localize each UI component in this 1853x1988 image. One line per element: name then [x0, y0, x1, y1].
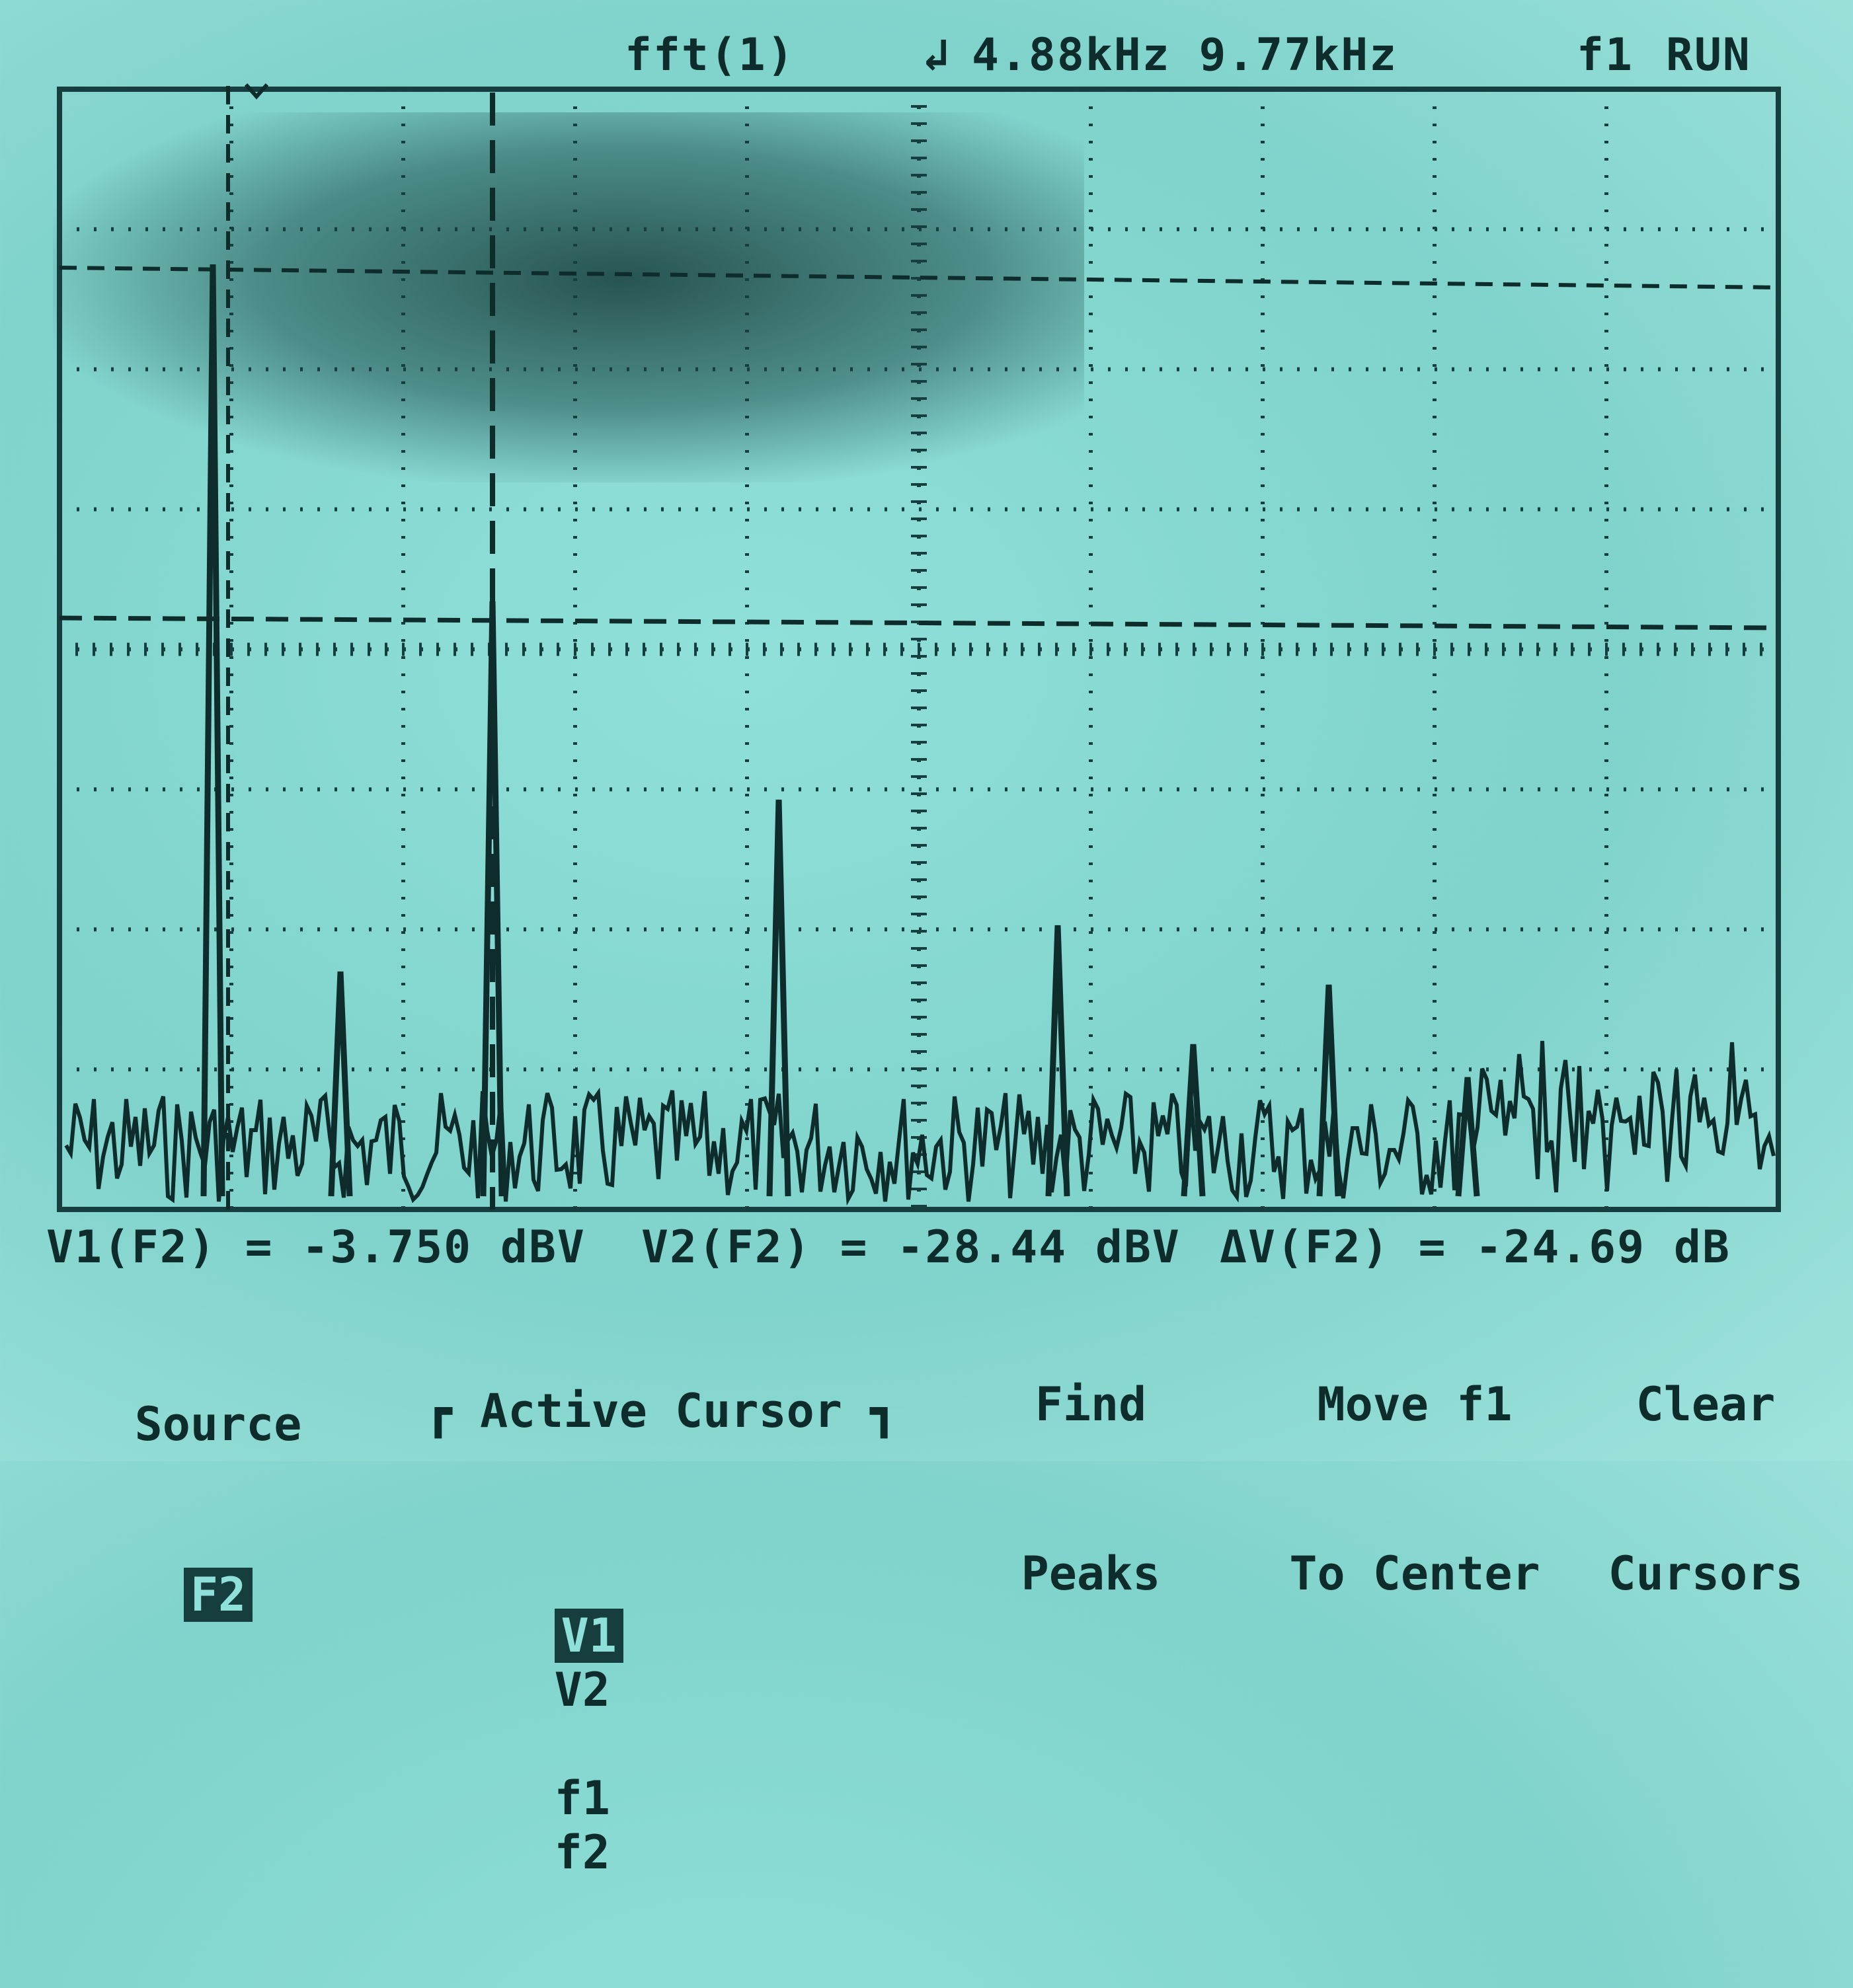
bracket-left-icon: ┏	[424, 1384, 452, 1438]
graticule	[57, 87, 1781, 1212]
function-label: fft(1)	[625, 29, 795, 81]
find-peaks-line2: Peaks	[1021, 1547, 1161, 1601]
delta-readout: ΔV(F2) = -24.69 dB	[1220, 1221, 1731, 1274]
clear-line2: Cursors	[1608, 1547, 1803, 1601]
trigger-marker-icon: ↲	[922, 29, 951, 81]
bracket-right-icon: ┓	[870, 1384, 898, 1438]
source-softkey[interactable]: Source F2	[106, 1289, 331, 1676]
spectrum-peak	[1045, 925, 1070, 1197]
spectrum-peak	[766, 799, 791, 1197]
v1-readout: V1(F2) = -3.750 dBV	[46, 1221, 586, 1274]
move-center-line1: Move f1	[1317, 1377, 1513, 1432]
spectrum-peak	[200, 264, 225, 1197]
move-center-line2: To Center	[1289, 1547, 1540, 1601]
spectrum-peak	[328, 971, 353, 1197]
find-peaks-softkey[interactable]: Find Peaks	[978, 1269, 1203, 1655]
span-info: 4.88kHz 9.77kHz	[972, 29, 1398, 81]
source-value: F2	[183, 1568, 253, 1622]
find-peaks-line1: Find	[1035, 1377, 1147, 1432]
move-f1-center-softkey[interactable]: Move f1 To Center	[1256, 1269, 1573, 1655]
cursor-v1-line	[59, 266, 1779, 289]
cursor-f1-option[interactable]: f1	[554, 1771, 610, 1825]
active-cursor-softkey[interactable]: ┏ Active Cursor ┓ V1 V2 f1 f2	[397, 1276, 926, 1988]
spectrum-trace	[64, 1040, 1776, 1206]
spectrum-peak	[480, 601, 505, 1197]
cursor-v2-option[interactable]: V2	[554, 1663, 610, 1717]
active-cursor-label: Active Cursor	[480, 1384, 842, 1438]
source-label: Source	[134, 1397, 302, 1451]
spectrum-peak	[1181, 1044, 1206, 1197]
v2-readout: V2(F2) = -28.44 dBV	[641, 1221, 1181, 1274]
spectrum-peak	[1455, 1077, 1480, 1197]
trigger-source: f1	[1577, 29, 1634, 81]
cursor-f2-option[interactable]: f2	[554, 1825, 610, 1880]
run-state: RUN	[1666, 29, 1751, 81]
fft-display	[57, 83, 1781, 1212]
spectrum-peaks	[200, 264, 1480, 1197]
cursor-v1-option[interactable]: V1	[554, 1609, 623, 1663]
cursor-v2-line	[59, 615, 1779, 631]
clear-cursors-softkey[interactable]: Clear Cursors	[1567, 1269, 1844, 1655]
cursors	[59, 83, 1779, 1209]
clear-line1: Clear	[1636, 1377, 1776, 1432]
spectrum-peak	[1316, 984, 1341, 1197]
trigger-pointer-icon	[244, 83, 269, 100]
